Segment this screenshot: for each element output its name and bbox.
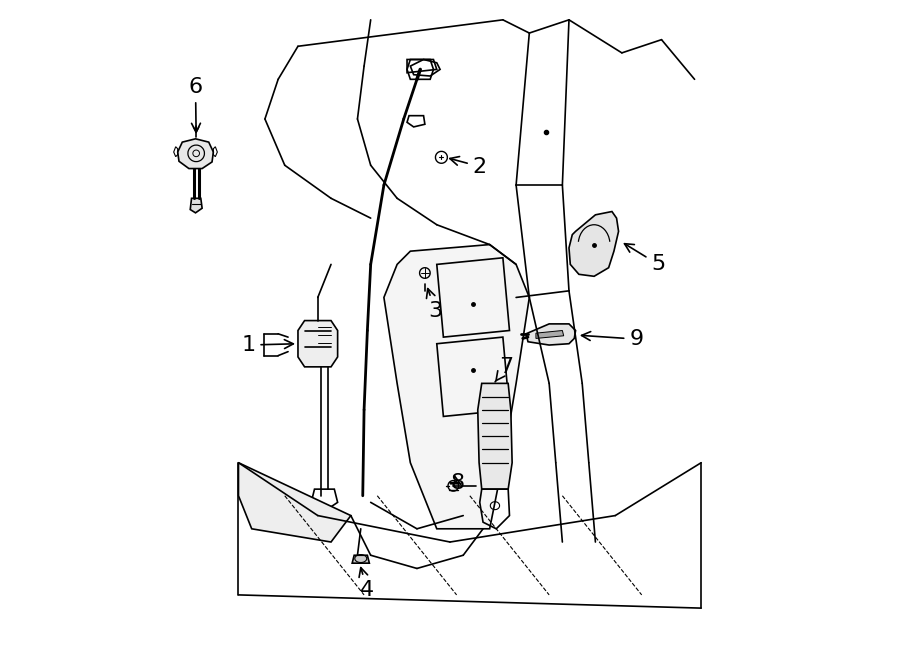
- Text: 2: 2: [450, 157, 487, 176]
- Text: 3: 3: [427, 289, 443, 321]
- Polygon shape: [298, 321, 338, 367]
- Text: 7: 7: [495, 357, 513, 382]
- Polygon shape: [238, 463, 351, 542]
- Text: 5: 5: [625, 244, 665, 274]
- Polygon shape: [536, 330, 563, 338]
- Text: 8: 8: [450, 473, 465, 492]
- Polygon shape: [190, 198, 203, 213]
- Text: 4: 4: [359, 568, 374, 600]
- Polygon shape: [384, 245, 529, 529]
- Polygon shape: [526, 324, 576, 345]
- Text: 9: 9: [581, 329, 643, 349]
- Polygon shape: [352, 555, 369, 563]
- Text: 6: 6: [188, 77, 202, 132]
- Polygon shape: [569, 212, 618, 276]
- Text: 1: 1: [241, 335, 293, 355]
- Polygon shape: [478, 383, 512, 489]
- Polygon shape: [177, 139, 213, 169]
